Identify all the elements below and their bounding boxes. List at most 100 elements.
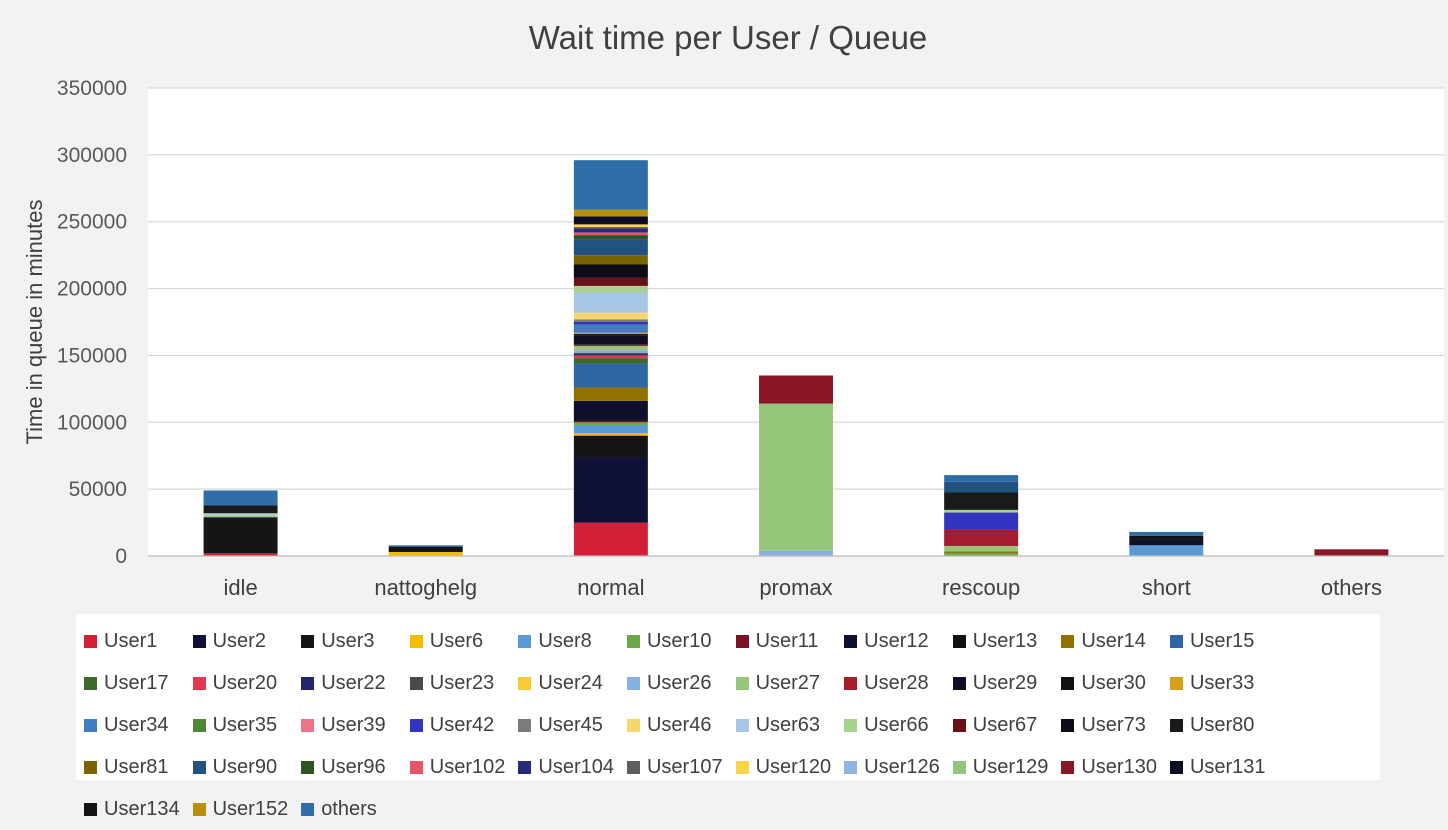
legend-item: User80 [1169,704,1279,746]
bar-segment [388,551,463,556]
bar-segment [573,277,648,286]
legend-swatch [301,760,315,774]
legend-swatch [735,676,749,690]
legend-label: User46 [646,713,712,736]
bar-segment [573,400,648,421]
y-tick-label: 50000 [69,478,127,501]
bar-segment [573,522,648,556]
legend-label: User14 [1081,629,1146,652]
legend-swatch [735,760,749,774]
bar-segment [573,319,648,322]
legend-item: User20 [192,662,302,704]
bar-segment [573,160,648,210]
bar-segment [573,344,648,347]
legend-label: User2 [212,629,266,652]
legend-item: User14 [1061,620,1170,662]
x-tick-label: short [1142,575,1191,600]
bar-segment [573,352,648,355]
bar-segment [203,490,278,506]
legend-swatch [1169,634,1183,648]
legend-swatch [626,718,640,732]
legend-swatch [626,634,640,648]
legend-swatch [409,760,423,774]
legend-swatch [844,760,858,774]
x-tick-label: others [1321,575,1382,600]
bar-segment [944,553,1019,556]
legend-swatch [301,718,315,732]
legend-item: User30 [1061,662,1170,704]
legend-label: User102 [429,755,506,778]
bar-segment [573,435,648,458]
legend-item: User26 [626,662,736,704]
legend-item: User134 [84,788,193,830]
legend-swatch [192,718,206,732]
legend-label: User81 [104,755,169,778]
bar-segment [573,227,648,229]
legend-item: User11 [735,620,845,662]
legend-swatch [1061,676,1075,690]
legend-item: User107 [626,746,736,788]
legend-label: User152 [212,797,289,820]
legend-label: User73 [1081,713,1146,736]
bar-segment [573,346,648,351]
legend-item: User33 [1169,662,1279,704]
bar-stack-others [1314,549,1389,556]
legend-swatch [844,718,858,732]
bar-segment [573,209,648,217]
bar-segment [573,285,648,293]
y-tick-labels: 0 50000 100000 150000 200000 250000 300000 3500… [57,77,127,568]
y-tick-label: 150000 [57,344,127,367]
legend-swatch [84,802,97,816]
legend-label: User107 [646,755,723,778]
legend-label: User3 [321,629,375,652]
bar-segment [573,422,648,425]
legend-swatch [518,676,532,690]
legend-label: User27 [755,671,821,694]
bar-segment [573,324,648,333]
bar-stack-promax [759,375,833,556]
legend-label: User15 [1189,629,1255,652]
legend-label: User11 [755,629,819,652]
bar-stack-short [1129,531,1204,556]
legend-swatch [84,634,97,648]
legend-label: User28 [864,671,929,694]
legend-item: User39 [301,704,410,746]
bar-segment [573,224,648,228]
x-tick-labels: idle nattoghelg normal promax rescoup short ot… [223,575,1382,600]
legend-label: others [321,797,377,820]
legend-swatch [192,802,206,816]
bar-segment [1129,535,1204,540]
bar-segment [573,420,648,423]
legend-label: User22 [321,671,386,694]
bar-segment [573,355,648,359]
legend-item: User34 [84,704,193,746]
legend-item: User6 [409,620,519,662]
legend-swatch [1169,760,1183,774]
y-tick-label: 300000 [57,144,127,167]
bar-segment [573,354,648,356]
bar-segment [944,551,1019,554]
legend-swatch [409,634,423,648]
x-tick-label: nattoghelg [374,575,477,600]
legend-item: User29 [952,662,1062,704]
bar-segment [944,475,1019,482]
legend-label: User120 [755,755,832,778]
legend-label: User30 [1081,671,1146,694]
legend-item: User8 [518,620,627,662]
y-axis-label: Time in queue in minutes [22,200,47,445]
legend-item: User1 [84,620,193,662]
bar-segment [1129,531,1204,536]
legend-swatch [192,676,206,690]
legend-item: User12 [844,620,953,662]
bar-segment [759,375,833,404]
bar-segment [1129,539,1204,546]
legend-swatch [952,760,966,774]
legend-swatch [84,760,97,774]
legend-label: User45 [538,713,603,736]
bar-segment [759,550,833,556]
bar-segment [573,424,648,433]
bar-segment [573,358,648,364]
bar-segment [573,312,648,320]
bar-stack-nattoghelg [388,545,463,556]
bar-segment [573,350,648,353]
